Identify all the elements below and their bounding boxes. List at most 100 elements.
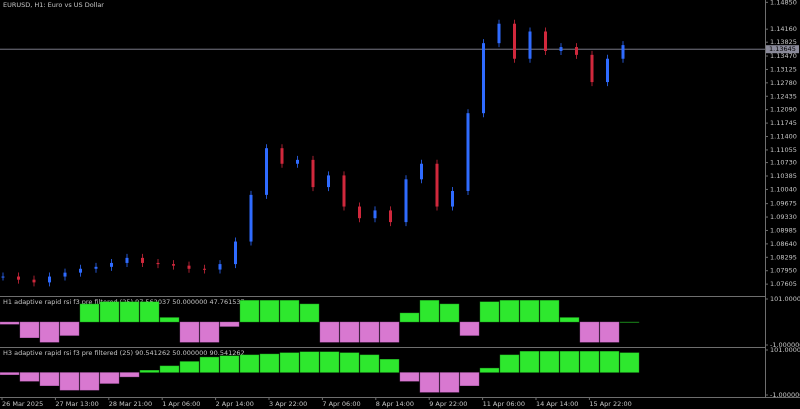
- candle-body: [48, 276, 51, 283]
- candle-body: [404, 179, 408, 223]
- price-tick-label: 1.10385: [770, 172, 797, 180]
- candle-body: [389, 210, 392, 223]
- histogram-bar: [619, 352, 640, 373]
- time-tick-label: 27 Mar 13:00: [55, 400, 98, 408]
- time-tick-label: 26 Mar 2025: [2, 400, 43, 408]
- price-tick-label: 1.07605: [770, 280, 797, 288]
- histogram-bar: [559, 351, 580, 373]
- histogram-bar: [579, 321, 600, 343]
- candle-body: [544, 31, 547, 51]
- time-tick-label: 2 Apr 14:00: [216, 400, 254, 408]
- price-tick-label: 1.11400: [770, 133, 797, 141]
- histogram-bar: [459, 321, 480, 336]
- candle-body: [234, 241, 237, 265]
- candle-body: [156, 262, 160, 265]
- histogram-bar: [159, 365, 180, 373]
- candle-body: [482, 43, 485, 114]
- price-tick-label: 1.12780: [770, 79, 797, 87]
- price-tick-label: 1.08985: [770, 226, 797, 234]
- histogram-bar: [379, 359, 400, 373]
- price-tick-label: 1.11745: [770, 119, 797, 127]
- histogram-bar: [259, 353, 280, 373]
- histogram-bar: [19, 321, 40, 338]
- histogram-bar: [239, 354, 260, 373]
- candle-body: [559, 47, 563, 51]
- histogram-bar: [159, 317, 180, 323]
- candle-body: [466, 113, 470, 191]
- price-tick-label: 1.08295: [770, 253, 797, 261]
- candle-body: [342, 175, 346, 207]
- indicator-tick-label: -1.000000: [770, 341, 800, 349]
- indicator-tick-label: -1.000000: [770, 391, 800, 399]
- price-tick-label: 1.13825: [770, 38, 797, 46]
- histogram-bar: [559, 317, 580, 323]
- histogram-bar: [19, 372, 40, 382]
- price-tick-label: 1.13470: [770, 52, 797, 60]
- candle-body: [110, 262, 113, 267]
- histogram-bar: [0, 321, 20, 325]
- candle-body: [296, 159, 299, 164]
- candle-body: [63, 272, 67, 277]
- histogram-bar: [179, 321, 200, 343]
- candle-body: [451, 190, 454, 207]
- candle-body: [141, 257, 144, 263]
- candle-body: [187, 265, 191, 269]
- candle-body: [513, 23, 516, 59]
- time-tick-label: 11 Apr 06:00: [483, 400, 525, 408]
- histogram-bar: [99, 301, 120, 323]
- price-tick-label: 1.11055: [770, 146, 797, 154]
- price-tick-label: 1.12090: [770, 106, 797, 114]
- histogram-bar: [419, 300, 440, 323]
- candle-body: [218, 264, 222, 270]
- candle-body: [497, 23, 501, 44]
- candle-body: [621, 45, 625, 59]
- histogram-bar: [99, 372, 120, 384]
- histogram-bar: [219, 321, 240, 327]
- price-tick-label: 1.10730: [770, 159, 797, 167]
- candle-body: [249, 194, 253, 242]
- price-tick-label: 1.13125: [770, 65, 797, 73]
- price-tick-label: 1.08640: [770, 240, 797, 248]
- candle-body: [590, 54, 594, 83]
- candle-body: [17, 276, 20, 280]
- time-tick-label: 3 Apr 22:00: [269, 400, 307, 408]
- price-tick-label: 1.14850: [770, 0, 797, 6]
- candle-body: [94, 266, 98, 269]
- time-tick-label: 28 Mar 21:00: [109, 400, 152, 408]
- window-title: EURUSD, H1: Euro vs US Dollar: [3, 1, 104, 9]
- candle-body: [265, 148, 268, 195]
- histogram-bar: [599, 321, 620, 343]
- candle-body: [125, 257, 129, 263]
- histogram-bar: [199, 356, 220, 373]
- time-tick-label: 9 Apr 22:00: [429, 400, 467, 408]
- price-tick-label: 1.09675: [770, 200, 797, 208]
- time-tick-label: 1 Apr 06:00: [162, 400, 200, 408]
- candle-body: [528, 31, 532, 59]
- histogram-bar: [179, 361, 200, 373]
- candle-body: [1, 276, 5, 278]
- histogram-bar: [379, 321, 400, 343]
- histogram-bar: [319, 321, 340, 343]
- histogram-bar: [79, 303, 100, 323]
- candle-body: [358, 206, 361, 219]
- candle-body: [172, 264, 175, 266]
- histogram-bar: [459, 372, 480, 386]
- histogram-bar: [259, 300, 280, 323]
- candle-body: [79, 268, 82, 273]
- histogram-bar: [59, 321, 80, 336]
- candle-body: [280, 148, 284, 164]
- candle-body: [203, 268, 206, 270]
- histogram-bar: [139, 301, 160, 323]
- indicator-tick-label: 101.000000: [770, 295, 800, 303]
- histogram-bar: [339, 321, 360, 343]
- histogram-bar: [419, 372, 440, 393]
- histogram-bar: [619, 321, 640, 323]
- candle-body: [311, 159, 315, 188]
- histogram-bar: [239, 300, 260, 323]
- indicator-tick-label: 101.000000: [770, 346, 800, 354]
- histogram-bar: [199, 321, 220, 343]
- histogram-bar: [399, 372, 420, 382]
